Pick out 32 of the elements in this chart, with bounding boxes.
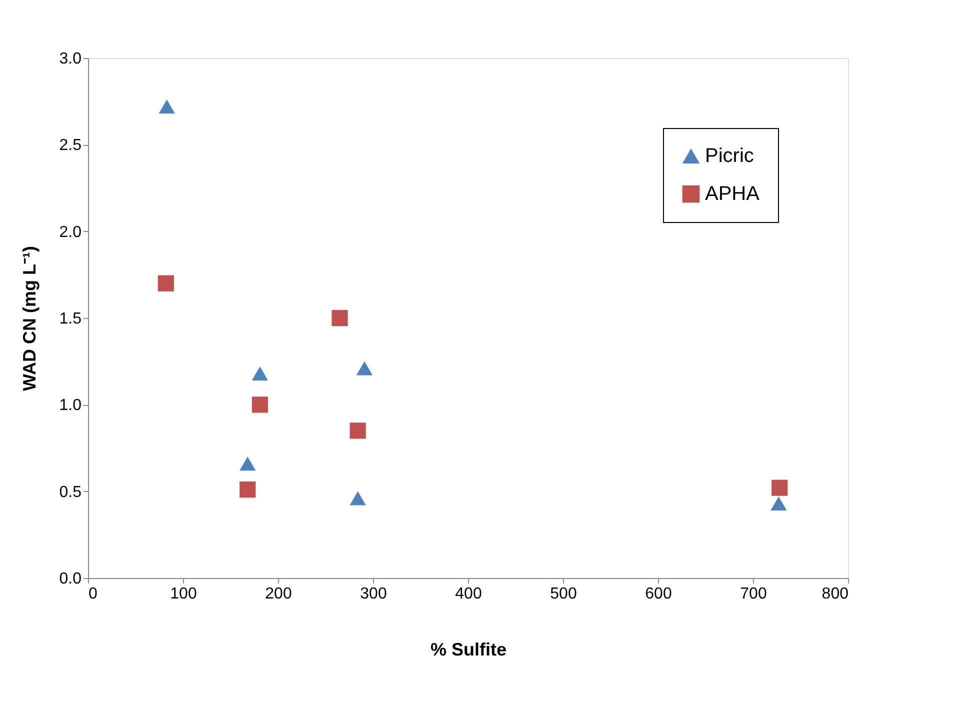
x-tick-label: 800 [822, 586, 849, 602]
point [240, 482, 256, 498]
x-tick-label: 500 [550, 586, 577, 602]
y-tick-label: 1.5 [59, 310, 82, 328]
x-tick-label: 700 [740, 586, 767, 602]
point [350, 491, 366, 506]
y-tick-label: 1.0 [59, 397, 82, 414]
y-tick-label: 3.0 [59, 50, 82, 68]
y-tick-label: 0.5 [59, 484, 82, 501]
x-axis-title: % Sulfite [430, 640, 507, 660]
x-tick-label: 200 [265, 586, 292, 602]
point [356, 361, 373, 376]
legend-label: Picric [705, 145, 754, 167]
point [158, 275, 174, 292]
point [772, 480, 788, 496]
point [252, 396, 268, 413]
point [158, 100, 175, 114]
y-tick-label: 2.5 [59, 137, 82, 154]
point [240, 456, 256, 471]
y-axis-title: WAD CN (mg L⁻¹) [19, 246, 40, 391]
x-tick-label: 100 [170, 586, 197, 602]
y-tick-label: 2.0 [59, 224, 82, 241]
point [350, 422, 366, 439]
point [770, 496, 787, 510]
point [252, 366, 268, 380]
x-tick-label: 300 [360, 586, 387, 602]
y-tick-label: 0.0 [59, 570, 82, 588]
x-tick-label: 600 [645, 586, 672, 602]
point [332, 310, 348, 326]
legend-label: APHA [705, 183, 760, 205]
x-tick-label: 0 [88, 586, 98, 602]
x-tick-label: 400 [455, 586, 482, 602]
